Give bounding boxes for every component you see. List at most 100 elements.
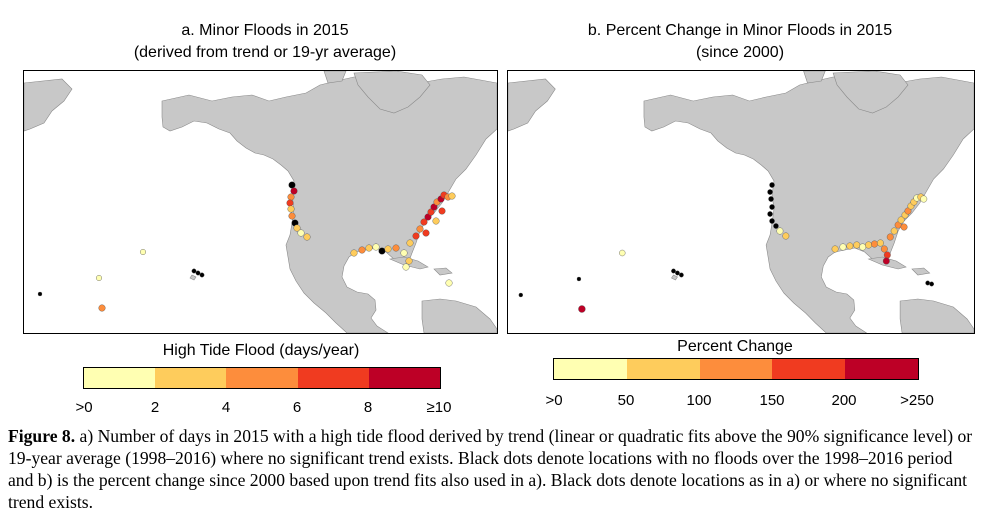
gauge-dot	[297, 229, 305, 237]
gauge-dot	[37, 291, 43, 297]
gauge-dot	[900, 223, 908, 231]
gauge-dot	[95, 274, 102, 281]
figure-label: Figure 8.	[8, 426, 76, 446]
gauge-dot	[619, 249, 626, 257]
gauge-dot	[412, 232, 420, 240]
colorbar-b-tick: >250	[900, 392, 934, 409]
gauge-dot	[882, 257, 890, 265]
gauge-dot	[782, 232, 790, 240]
gauge-dot	[773, 223, 779, 229]
colorbar-a-swatch	[368, 368, 441, 388]
colorbar-b-tick: 200	[831, 392, 857, 409]
gauge-dot	[400, 249, 408, 257]
hawaii	[671, 274, 678, 281]
arctic-island	[803, 71, 826, 84]
colorbar-b-swatch	[772, 359, 846, 379]
gauge-dot	[420, 218, 428, 226]
colorbar-a-tick: 2	[150, 399, 160, 416]
gauge-dot	[846, 242, 854, 250]
gauge-dot	[831, 245, 839, 253]
colorbar-a-swatch	[155, 368, 227, 388]
gauge-dot	[671, 268, 676, 274]
south-america	[421, 298, 497, 333]
gauge-dot	[98, 304, 106, 312]
colorbar-a-tick: 4	[221, 399, 231, 416]
gauge-dot	[139, 248, 146, 255]
colorbar-b-tick: 150	[759, 392, 785, 409]
gauge-dot	[293, 224, 301, 232]
gauge-dot	[402, 263, 410, 271]
gauge-dot	[767, 189, 773, 195]
asia-edge	[24, 78, 73, 132]
gauge-dot	[365, 244, 373, 252]
gauge-dot	[876, 239, 884, 247]
hispaniola	[911, 267, 931, 276]
gauge-dot	[886, 233, 894, 241]
gauge-dot	[406, 239, 414, 247]
panel-b-title: b. Percent Change in Minor Floods in 201…	[505, 20, 975, 64]
gauge-dot	[925, 280, 931, 286]
panel-b-title-line2: (since 2000)	[695, 44, 785, 61]
map-b-svg	[508, 71, 974, 333]
south-america	[899, 298, 974, 333]
panel-a-title-line1: a. Minor Floods in 2015	[181, 22, 349, 39]
gauge-dot	[372, 243, 380, 251]
gauge-dot	[438, 207, 446, 215]
gauge-dot	[776, 227, 784, 235]
gauge-dot	[576, 276, 582, 282]
figure-caption-text: a) Number of days in 2015 with a high ti…	[8, 426, 973, 512]
gauge-dot	[199, 272, 205, 278]
colorbar-b-swatch	[554, 359, 627, 379]
gauge-dot	[288, 212, 296, 220]
colorbar-b-tick: 50	[617, 392, 635, 409]
gauge-dot	[445, 279, 453, 287]
gauge-dot	[416, 225, 424, 233]
gauge-dot	[880, 245, 888, 253]
colorbar-b-swatch	[699, 359, 773, 379]
gauge-dot	[191, 268, 197, 274]
colorbar-b-tick: 100	[686, 392, 712, 409]
colorbar-a-title: High Tide Flood (days/year)	[162, 342, 360, 359]
colorbar-b-tick: >0	[545, 392, 563, 409]
gauge-dot	[679, 272, 684, 278]
north-america	[643, 74, 974, 333]
colorbar-a	[83, 367, 441, 389]
greenland	[832, 71, 909, 114]
tide-gauge-dots	[518, 182, 935, 313]
colorbar-b-swatch	[626, 359, 700, 379]
colorbar-a-tick: 8	[363, 399, 373, 416]
asia-edge	[508, 78, 556, 132]
gauge-dot	[768, 196, 774, 202]
gauge-dot	[871, 240, 878, 248]
gauge-dot	[303, 233, 311, 241]
gauge-dot	[422, 229, 430, 237]
panel-b-title-line1: b. Percent Change in Minor Floods in 201…	[587, 22, 893, 39]
gauge-dot	[675, 270, 680, 276]
gauge-dot	[865, 241, 873, 249]
colorbar-a-swatch	[226, 368, 298, 388]
panel-a-title: a. Minor Floods in 2015 (derived from tr…	[30, 20, 500, 64]
colorbar-b	[553, 358, 919, 380]
gauge-dot	[769, 204, 775, 210]
gauge-dot	[350, 249, 358, 257]
gauge-dot	[859, 243, 867, 251]
hispaniola	[433, 267, 453, 276]
gauge-dot	[518, 292, 523, 298]
gauge-dot	[392, 244, 400, 252]
colorbar-a-tick: ≥10	[426, 399, 452, 416]
gauge-dot	[405, 257, 413, 265]
gauge-dot	[578, 305, 586, 313]
map-a-svg	[24, 71, 497, 333]
panel-a-title-line2: (derived from trend or 19-yr average)	[133, 44, 397, 61]
gauge-dot	[288, 181, 296, 189]
gauge-dot	[195, 270, 201, 276]
gauge-dot	[769, 182, 775, 188]
landmass	[508, 71, 974, 333]
colorbar-a-swatch	[84, 368, 156, 388]
gauge-dot	[897, 216, 905, 224]
hawaii	[189, 274, 197, 281]
colorbar-b-swatch	[845, 359, 918, 379]
colorbar-a-swatch	[297, 368, 369, 388]
gauge-dot	[853, 241, 861, 249]
gauge-dot	[769, 218, 775, 224]
